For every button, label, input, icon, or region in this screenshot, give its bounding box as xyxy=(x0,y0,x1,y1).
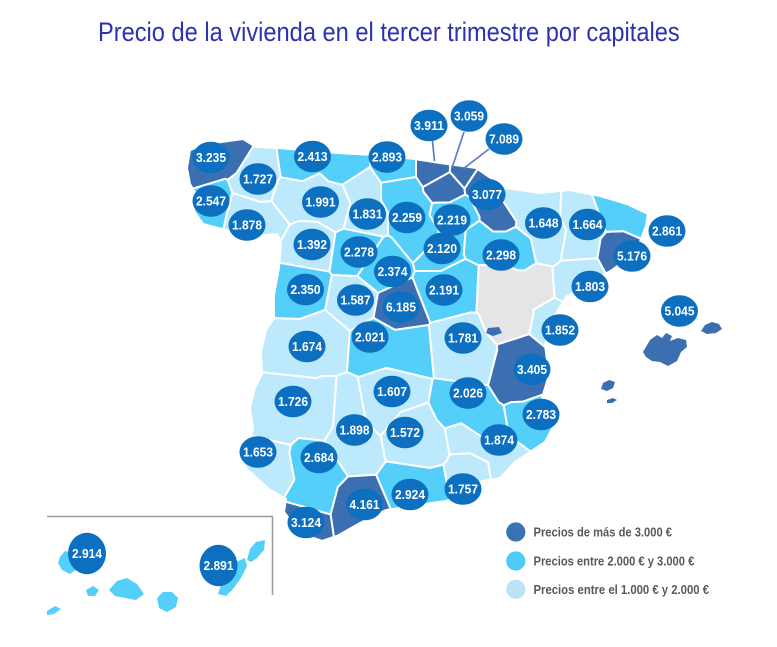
svg-text:2.924: 2.924 xyxy=(395,487,426,502)
svg-text:1.726: 1.726 xyxy=(278,394,308,409)
svg-text:Precios entre 2.000 € y 3.000: Precios entre 2.000 € y 3.000 € xyxy=(534,554,695,569)
svg-text:1.781: 1.781 xyxy=(448,331,478,346)
svg-text:2.547: 2.547 xyxy=(196,194,226,209)
svg-text:1.648: 1.648 xyxy=(529,216,559,231)
svg-text:2.374: 2.374 xyxy=(378,264,409,279)
svg-text:2.278: 2.278 xyxy=(344,245,374,260)
svg-text:2.191: 2.191 xyxy=(429,283,459,298)
svg-text:2.350: 2.350 xyxy=(291,282,321,297)
svg-text:2.021: 2.021 xyxy=(355,330,385,345)
svg-text:1.664: 1.664 xyxy=(573,217,604,232)
svg-text:1.991: 1.991 xyxy=(306,195,336,210)
svg-text:3.911: 3.911 xyxy=(414,118,444,133)
svg-text:Precios de más de 3.000 €: Precios de más de 3.000 € xyxy=(534,525,673,540)
svg-text:2.413: 2.413 xyxy=(298,149,328,164)
svg-text:1.653: 1.653 xyxy=(243,445,273,460)
svg-text:1.587: 1.587 xyxy=(341,293,371,308)
svg-text:1.757: 1.757 xyxy=(448,482,478,497)
svg-text:2.259: 2.259 xyxy=(392,210,422,225)
svg-text:3.124: 3.124 xyxy=(291,515,322,530)
svg-text:1.898: 1.898 xyxy=(340,423,370,438)
svg-text:1.803: 1.803 xyxy=(575,279,605,294)
svg-text:2.783: 2.783 xyxy=(526,407,556,422)
svg-text:2.120: 2.120 xyxy=(427,241,457,256)
svg-text:5.045: 5.045 xyxy=(665,304,695,319)
svg-text:1.727: 1.727 xyxy=(243,172,273,187)
svg-text:Precios entre el 1.000 € y 2.0: Precios entre el 1.000 € y 2.000 € xyxy=(534,582,710,597)
svg-text:1.607: 1.607 xyxy=(377,384,407,399)
svg-text:5.176: 5.176 xyxy=(617,249,647,264)
svg-text:1.878: 1.878 xyxy=(232,218,262,233)
svg-text:1.874: 1.874 xyxy=(484,433,515,448)
svg-text:4.161: 4.161 xyxy=(350,497,380,512)
svg-text:2.893: 2.893 xyxy=(372,150,402,165)
svg-text:3.077: 3.077 xyxy=(472,187,502,202)
svg-text:3.059: 3.059 xyxy=(454,109,484,124)
svg-text:1.831: 1.831 xyxy=(353,207,383,222)
svg-text:2.861: 2.861 xyxy=(652,224,682,239)
svg-text:1.572: 1.572 xyxy=(390,425,420,440)
svg-text:3.235: 3.235 xyxy=(196,150,226,165)
svg-text:2.026: 2.026 xyxy=(453,386,483,401)
svg-text:7.089: 7.089 xyxy=(489,132,519,147)
svg-text:2.298: 2.298 xyxy=(486,248,516,263)
svg-text:2.891: 2.891 xyxy=(204,558,234,573)
svg-text:1.852: 1.852 xyxy=(545,323,575,338)
svg-text:2.684: 2.684 xyxy=(304,450,335,465)
svg-text:1.674: 1.674 xyxy=(292,339,323,354)
svg-text:3.405: 3.405 xyxy=(517,362,547,377)
svg-text:1.392: 1.392 xyxy=(297,237,327,252)
svg-text:6.185: 6.185 xyxy=(386,300,416,315)
svg-text:2.219: 2.219 xyxy=(437,213,467,228)
svg-text:2.914: 2.914 xyxy=(72,546,103,561)
